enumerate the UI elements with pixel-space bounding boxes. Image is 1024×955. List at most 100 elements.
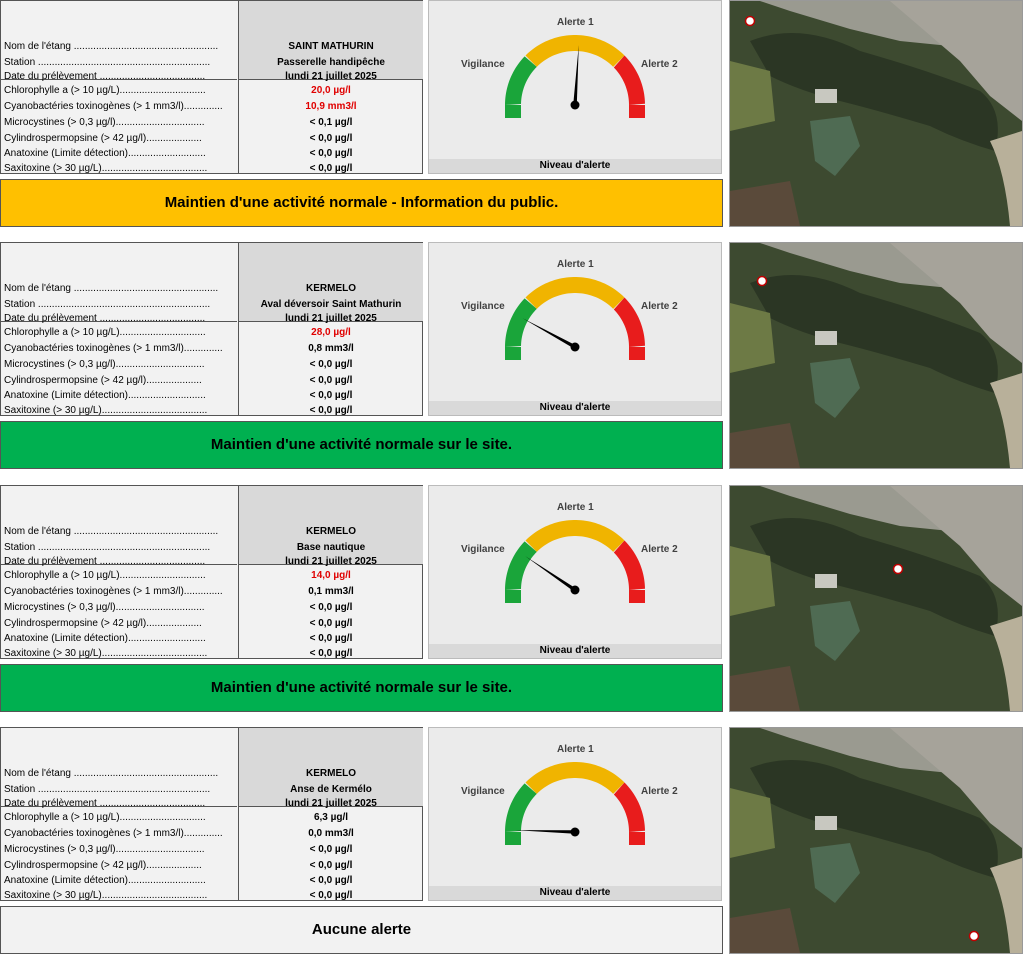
map-field bbox=[730, 788, 775, 858]
map-sampling-point-marker bbox=[756, 275, 768, 287]
gauge-needle bbox=[525, 556, 577, 592]
value-cyano: 0,0 mm3/l bbox=[308, 828, 354, 839]
row-label-micro: Microcystines (> 0,3 µg/l)..............… bbox=[4, 602, 205, 613]
gauge-label-vigilance: Vigilance bbox=[461, 59, 505, 70]
value-micro: < 0,1 µg/l bbox=[309, 117, 353, 128]
value-cylindro: < 0,0 µg/l bbox=[309, 133, 353, 144]
alert-gauge bbox=[505, 762, 645, 845]
station-info-table: Nom de l'étang .........................… bbox=[0, 242, 423, 416]
alert-message-banner: Maintien d'une activité normale sur le s… bbox=[0, 421, 723, 469]
map-pond bbox=[810, 116, 860, 176]
header-values bbox=[239, 486, 423, 565]
header-separator bbox=[1, 564, 237, 565]
gauge-label-alerte2: Alerte 2 bbox=[641, 544, 678, 555]
alert-gauge-panel: Alerte 1 Vigilance Alerte 2 Niveau d'alerte bbox=[428, 242, 722, 416]
value-nom: KERMELO bbox=[306, 526, 356, 537]
map-pond bbox=[810, 358, 860, 418]
gauge-pivot bbox=[570, 585, 580, 595]
row-label-anatox: Anatoxine (Limite détection)............… bbox=[4, 875, 206, 886]
gauge-needle bbox=[515, 830, 576, 834]
gauge-base-left bbox=[505, 832, 521, 845]
value-chloro: 14,0 µg/l bbox=[311, 570, 351, 581]
header-values bbox=[239, 1, 423, 80]
station-block: Nom de l'étang .........................… bbox=[0, 0, 1024, 228]
value-column: KERMELO Base nautique lundi 21 juillet 202… bbox=[238, 486, 423, 659]
row-label-anatox: Anatoxine (Limite détection)............… bbox=[4, 148, 206, 159]
map-field-south bbox=[730, 908, 800, 953]
map-shore-road bbox=[990, 858, 1022, 953]
value-date: lundi 21 juillet 2025 bbox=[285, 71, 377, 82]
row-label-cylindro: Cylindrospermopsine (> 42 µg/l).........… bbox=[4, 860, 202, 871]
gauge-base-right bbox=[629, 590, 645, 603]
row-label-cyano: Cyanobactéries toxinogènes (> 1 mm3/l)..… bbox=[4, 343, 223, 354]
value-anatox: < 0,0 µg/l bbox=[309, 633, 353, 644]
station-info-table: Nom de l'étang .........................… bbox=[0, 0, 423, 174]
row-label-station: Station ................................… bbox=[4, 784, 211, 795]
value-saxi: < 0,0 µg/l bbox=[309, 890, 353, 901]
value-cylindro: < 0,0 µg/l bbox=[309, 618, 353, 629]
gauge-footer: Niveau d'alerte bbox=[429, 401, 721, 415]
alert-message-banner: Maintien d'une activité normale - Inform… bbox=[0, 179, 723, 227]
row-label-micro: Microcystines (> 0,3 µg/l)..............… bbox=[4, 117, 205, 128]
gauge-label-alerte2: Alerte 2 bbox=[641, 786, 678, 797]
value-micro: < 0,0 µg/l bbox=[309, 602, 353, 613]
value-micro: < 0,0 µg/l bbox=[309, 844, 353, 855]
value-station: Passerelle handipêche bbox=[277, 57, 385, 68]
map-water-body bbox=[750, 760, 998, 878]
gauge-label-alerte1: Alerte 1 bbox=[557, 259, 594, 270]
value-date: lundi 21 juillet 2025 bbox=[285, 798, 377, 809]
value-cyano: 0,8 mm3/l bbox=[308, 343, 354, 354]
map-water-body bbox=[750, 518, 998, 636]
label-column: Nom de l'étang .........................… bbox=[1, 1, 237, 174]
row-label-cyano: Cyanobactéries toxinogènes (> 1 mm3/l)..… bbox=[4, 101, 223, 112]
map-field-south bbox=[730, 181, 800, 226]
value-saxi: < 0,0 µg/l bbox=[309, 648, 353, 659]
aerial-map-image bbox=[730, 728, 1022, 953]
label-column: Nom de l'étang .........................… bbox=[1, 243, 237, 416]
value-date: lundi 21 juillet 2025 bbox=[285, 313, 377, 324]
map-field bbox=[730, 61, 775, 131]
row-label-cylindro: Cylindrospermopsine (> 42 µg/l).........… bbox=[4, 375, 202, 386]
gauge-zone-alerte2 bbox=[613, 55, 645, 105]
map-water-body bbox=[750, 33, 998, 151]
value-cyano: 0,1 mm3/l bbox=[308, 586, 354, 597]
value-nom: KERMELO bbox=[306, 768, 356, 779]
value-chloro: 20,0 µg/l bbox=[311, 85, 351, 96]
value-cylindro: < 0,0 µg/l bbox=[309, 860, 353, 871]
gauge-label-vigilance: Vigilance bbox=[461, 301, 505, 312]
gauge-zone-vigilance bbox=[505, 298, 537, 347]
label-column: Nom de l'étang .........................… bbox=[1, 728, 237, 901]
header-values bbox=[239, 728, 423, 807]
map-field bbox=[730, 303, 775, 373]
aerial-map-image bbox=[730, 486, 1022, 711]
value-column: KERMELO Anse de Kermélo lundi 21 juillet 2… bbox=[238, 728, 423, 901]
row-label-date: Date du prélèvement ....................… bbox=[4, 71, 206, 82]
value-saxi: < 0,0 µg/l bbox=[309, 163, 353, 174]
map-water-body bbox=[750, 275, 998, 393]
alert-gauge-panel: Alerte 1 Vigilance Alerte 2 Niveau d'alerte bbox=[428, 0, 722, 174]
gauge-base-left bbox=[505, 347, 521, 360]
header-separator bbox=[1, 79, 237, 80]
row-label-micro: Microcystines (> 0,3 µg/l)..............… bbox=[4, 844, 205, 855]
value-date: lundi 21 juillet 2025 bbox=[285, 556, 377, 567]
gauge-base-left bbox=[505, 590, 521, 603]
gauge-label-alerte1: Alerte 1 bbox=[557, 17, 594, 28]
row-label-station: Station ................................… bbox=[4, 299, 211, 310]
map-field-south bbox=[730, 423, 800, 468]
value-nom: SAINT MATHURIN bbox=[288, 41, 374, 52]
map-shore-road bbox=[990, 131, 1022, 226]
row-label-chloro: Chlorophylle a (> 10 µg/L)..............… bbox=[4, 570, 206, 581]
value-chloro: 28,0 µg/l bbox=[311, 327, 351, 338]
station-info-table: Nom de l'étang .........................… bbox=[0, 485, 423, 659]
value-micro: < 0,0 µg/l bbox=[309, 359, 353, 370]
alert-gauge-panel: Alerte 1 Vigilance Alerte 2 Niveau d'alerte bbox=[428, 727, 722, 901]
row-label-anatox: Anatoxine (Limite détection)............… bbox=[4, 390, 206, 401]
gauge-zone-alerte2 bbox=[613, 540, 645, 590]
gauge-zone-alerte1 bbox=[525, 520, 625, 552]
row-label-cyano: Cyanobactéries toxinogènes (> 1 mm3/l)..… bbox=[4, 586, 223, 597]
row-label-cylindro: Cylindrospermopsine (> 42 µg/l).........… bbox=[4, 618, 202, 629]
alert-gauge-panel: Alerte 1 Vigilance Alerte 2 Niveau d'alerte bbox=[428, 485, 722, 659]
gauge-zone-alerte1 bbox=[525, 277, 625, 309]
label-column: Nom de l'étang .........................… bbox=[1, 486, 237, 659]
gauge-base-right bbox=[629, 105, 645, 118]
